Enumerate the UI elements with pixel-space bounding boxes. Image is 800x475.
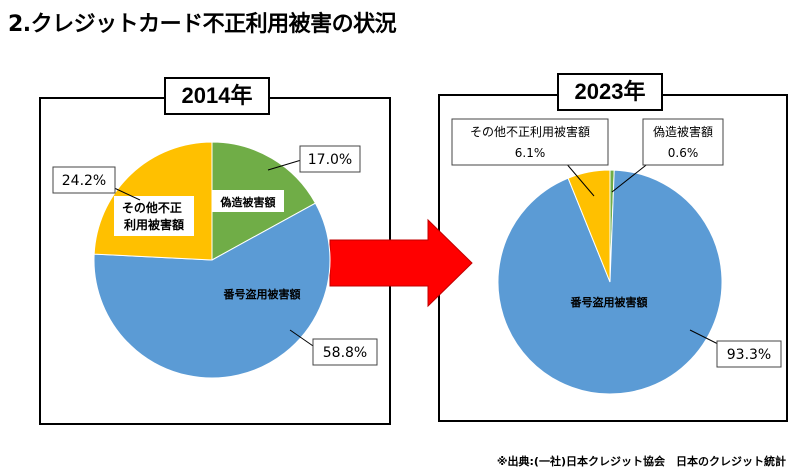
transition-arrow: [329, 218, 473, 308]
pie-slice-number-theft-2014: [93, 202, 331, 379]
source-note: ※出典:(一社)日本クレジット協会 日本のクレジット統計: [496, 455, 786, 468]
inside-label-number-theft-2014: 番号盗用被害額: [223, 287, 301, 301]
pie-chart-2023: 番号盗用被害額 その他不正利用被害額 6.1% 偽造被害額 0.6% 93.3%: [451, 118, 782, 395]
year-label-2023: 2023年: [557, 73, 663, 111]
value-label-forgery-2014: 17.0%: [308, 152, 352, 168]
legend-label-other-2023: その他不正利用被害額: [470, 124, 590, 139]
page-title: 2.クレジットカード不正利用被害の状況: [8, 12, 397, 37]
pie-chart-2014: 偽造被害額 その他不正 利用被害額 番号盗用被害額 17.0% 24.2% 58…: [52, 141, 378, 379]
callout-box-other-2023: [451, 118, 609, 166]
inside-label-other-2014-line1: その他不正: [122, 200, 182, 215]
inside-label-other-2014: その他不正 利用被害額: [122, 200, 186, 232]
callout-line-number-theft-2014: [289, 329, 317, 349]
callout-box-other-2014: [52, 166, 116, 194]
value-label-forgery-2023: 0.6%: [668, 146, 699, 160]
value-label-other-2014: 24.2%: [62, 173, 106, 189]
inside-label-other-2014-line2: 利用被害額: [124, 217, 184, 232]
callout-box-number-theft-2023: [716, 340, 782, 368]
value-label-other-2023: 6.1%: [515, 146, 546, 160]
callout-box-number-theft-2014: [312, 338, 378, 366]
callout-box-forgery-2023: [642, 118, 724, 166]
inside-label-number-theft-2023: 番号盗用被害額: [570, 295, 648, 309]
callout-line-other-2023: [564, 161, 595, 197]
pie-slice-other-2023: [567, 169, 611, 283]
callout-box-forgery-2014: [299, 145, 361, 173]
inside-label-box-other-2014: [114, 196, 194, 236]
callout-line-forgery-2023: [611, 161, 651, 193]
year-label-2014: 2014年: [164, 77, 270, 115]
inside-label-forgery-2014: 偽造被害額: [220, 195, 276, 209]
value-label-number-theft-2014: 58.8%: [323, 345, 367, 361]
legend-label-forgery-2023: 偽造被害額: [653, 124, 713, 139]
value-label-number-theft-2023: 93.3%: [727, 347, 771, 363]
inside-label-box-forgery-2014: [212, 190, 284, 212]
